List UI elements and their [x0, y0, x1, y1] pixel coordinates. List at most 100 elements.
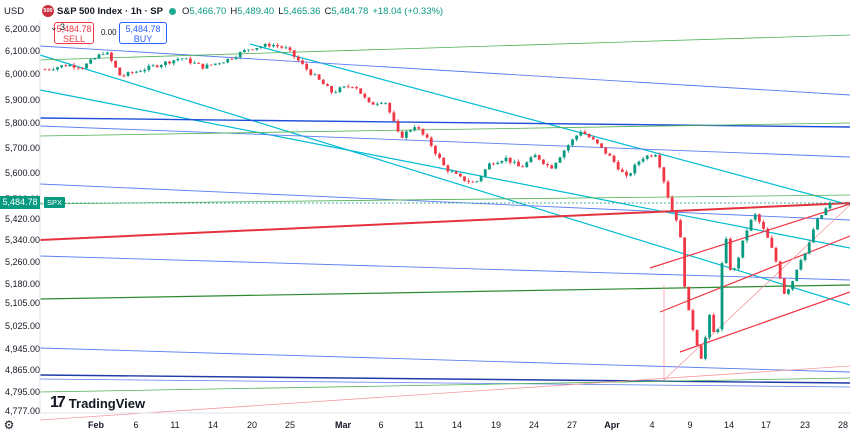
- settings-gear-icon[interactable]: ⚙: [3, 418, 15, 432]
- x-tick-label: 6: [378, 420, 383, 430]
- candle-body: [267, 44, 271, 47]
- candle-body: [434, 145, 437, 154]
- candle-body: [500, 161, 504, 163]
- candle-body: [201, 63, 205, 69]
- candle-body: [72, 64, 76, 68]
- candle-body: [562, 150, 566, 158]
- candle-body: [537, 155, 541, 160]
- candle-body: [234, 57, 238, 59]
- candle-body: [276, 44, 279, 47]
- candle-body: [305, 63, 309, 70]
- candle-body: [168, 61, 172, 64]
- candle-body: [546, 163, 549, 166]
- candle-body: [425, 134, 429, 138]
- candle-body: [753, 214, 757, 220]
- candle-body: [799, 260, 803, 270]
- candle-body: [118, 67, 122, 76]
- candle-body: [342, 86, 346, 88]
- candle-body: [596, 139, 599, 144]
- candle-body: [641, 158, 645, 162]
- buy-button[interactable]: 5,484.78 BUY: [119, 22, 167, 44]
- sell-button[interactable]: 5,484.78 SELL: [54, 22, 94, 44]
- candle-body: [787, 289, 790, 294]
- candle-body: [51, 69, 55, 71]
- y-tick-label: 6,000.00: [5, 69, 40, 79]
- candle-body: [296, 56, 300, 61]
- candle-body: [550, 165, 554, 169]
- red-line: [679, 291, 850, 353]
- candle-body: [251, 49, 255, 51]
- price-axis[interactable]: 6,200.00 6,100.00 6,000.00 5,900.00 5,800.00…: [5, 24, 40, 416]
- candle-body: [222, 62, 225, 64]
- blue-line: [39, 125, 850, 158]
- candle-body: [488, 163, 491, 170]
- candle-body: [795, 269, 799, 281]
- blue-line: [39, 374, 850, 384]
- candle-body: [134, 71, 138, 73]
- candle-body: [749, 219, 753, 231]
- candle-body: [89, 59, 93, 64]
- x-tick-label: 4: [649, 420, 654, 430]
- candle-body: [242, 50, 246, 53]
- candle-body: [176, 58, 180, 61]
- symbol-title[interactable]: S&P 500 Index · 1h · SP: [57, 5, 163, 17]
- candle-body: [346, 86, 350, 88]
- y-tick-label: 4,945.00: [5, 344, 40, 354]
- time-axis[interactable]: Feb 6 11 14 20 25 Mar 6 11 14 19 24 27 Apr 4 9 14 17 23 28: [39, 20, 850, 430]
- tradingview-logo[interactable]: 17 TradingView: [50, 394, 145, 412]
- candle-body: [533, 155, 537, 158]
- blue-line: [39, 45, 850, 96]
- candle-body: [292, 50, 296, 57]
- candle-body: [60, 65, 64, 68]
- y-tick-label: 5,420.00: [5, 214, 40, 224]
- symbol-header: USD 500 S&P 500 Index · 1h · SP O5,466.7…: [0, 4, 443, 18]
- x-tick-label: 19: [491, 420, 501, 430]
- candle-body: [238, 52, 242, 58]
- candle-body: [695, 330, 699, 346]
- y-tick-label: 5,180.00: [5, 279, 40, 289]
- x-tick-label: 27: [567, 420, 577, 430]
- candle-body: [566, 145, 570, 151]
- y-tick-label: 5,600.00: [5, 168, 40, 178]
- candle-body: [64, 65, 68, 67]
- x-tick-label: 9: [687, 420, 692, 430]
- candle-body: [101, 54, 105, 56]
- x-tick-label: Apr: [604, 420, 620, 430]
- candle-body: [330, 86, 333, 93]
- candle-body: [620, 169, 624, 172]
- candle-body: [542, 159, 545, 164]
- candle-body: [728, 238, 732, 270]
- x-tick-label: 14: [452, 420, 462, 430]
- green-line: [39, 377, 850, 393]
- red-line: [39, 202, 850, 241]
- candle-body: [159, 65, 163, 68]
- ohlc-high: H5,489.40: [230, 5, 275, 17]
- candle-body: [807, 242, 811, 254]
- ohlc-close: C5,484.78: [324, 5, 369, 17]
- candle-body: [458, 173, 462, 177]
- candle-body: [197, 62, 201, 64]
- candle-body: [417, 127, 421, 129]
- candle-body: [143, 69, 147, 72]
- candle-body: [600, 143, 603, 148]
- collapse-indicators-button[interactable]: ⌄ 3: [50, 22, 66, 32]
- candle-body: [645, 155, 649, 159]
- blue-line: [39, 378, 850, 388]
- candle-body: [766, 228, 770, 238]
- y-tick-label: 4,865.00: [5, 365, 40, 375]
- candle-body: [521, 166, 525, 168]
- green-line: [39, 194, 850, 205]
- y-tick-label: 5,025.00: [5, 321, 40, 331]
- candle-body: [164, 61, 167, 66]
- candle-body: [139, 71, 142, 73]
- price-change: +18.04 (+0.33%): [372, 5, 444, 17]
- candle-body: [483, 169, 487, 177]
- ohlc-open: O5,466.70: [181, 5, 227, 17]
- cyan-trendline: [39, 54, 850, 306]
- candle-body: [371, 102, 375, 105]
- cyan-trendline: [249, 43, 850, 206]
- candle-body: [816, 218, 819, 230]
- candle-body: [259, 46, 263, 49]
- blue-line: [39, 255, 850, 281]
